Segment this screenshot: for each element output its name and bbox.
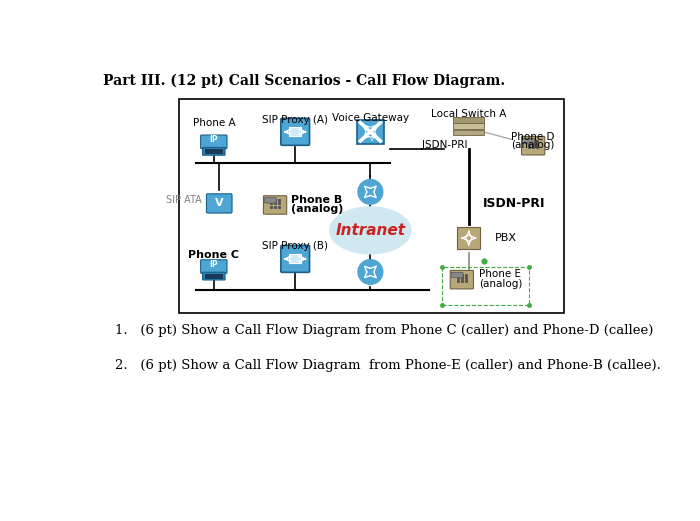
Text: Local Switch A: Local Switch A [431, 109, 507, 119]
FancyBboxPatch shape [202, 147, 225, 155]
Text: 1.   (6 pt) Show a Call Flow Diagram from Phone C (caller) and Phone-D (callee): 1. (6 pt) Show a Call Flow Diagram from … [115, 324, 653, 337]
FancyBboxPatch shape [265, 197, 277, 203]
Text: Part III. (12 pt) Call Scenarios - Call Flow Diagram.: Part III. (12 pt) Call Scenarios - Call … [103, 73, 505, 88]
Text: Intranet: Intranet [335, 223, 405, 238]
FancyBboxPatch shape [454, 117, 484, 122]
Text: SIP Proxy (B): SIP Proxy (B) [262, 241, 328, 251]
Text: V: V [215, 199, 223, 208]
FancyBboxPatch shape [454, 130, 484, 135]
Text: 2.   (6 pt) Show a Call Flow Diagram  from Phone-E (caller) and Phone-B (callee): 2. (6 pt) Show a Call Flow Diagram from … [115, 359, 661, 372]
FancyBboxPatch shape [450, 270, 473, 289]
FancyBboxPatch shape [452, 272, 463, 278]
Text: SIP ATA: SIP ATA [167, 194, 202, 205]
FancyBboxPatch shape [202, 272, 225, 280]
FancyBboxPatch shape [206, 194, 232, 213]
Circle shape [358, 180, 383, 204]
Text: SIP Proxy (A): SIP Proxy (A) [262, 115, 328, 125]
Text: Phone D: Phone D [512, 132, 555, 142]
FancyBboxPatch shape [289, 127, 302, 137]
Text: ISDN-PRI: ISDN-PRI [483, 197, 545, 210]
FancyBboxPatch shape [281, 245, 309, 272]
Text: (analog): (analog) [290, 204, 343, 214]
FancyBboxPatch shape [454, 123, 484, 129]
FancyBboxPatch shape [201, 260, 227, 274]
FancyBboxPatch shape [263, 196, 287, 214]
FancyBboxPatch shape [457, 227, 480, 249]
Circle shape [358, 259, 383, 284]
FancyBboxPatch shape [357, 119, 384, 144]
Ellipse shape [330, 207, 411, 254]
FancyBboxPatch shape [522, 137, 545, 155]
Text: v: v [370, 136, 374, 142]
Text: Voice Gateway: Voice Gateway [332, 113, 409, 122]
Text: IP: IP [209, 260, 218, 269]
Text: (analog): (analog) [512, 140, 555, 150]
FancyBboxPatch shape [281, 118, 309, 145]
Text: (analog): (analog) [479, 279, 522, 289]
FancyBboxPatch shape [204, 150, 223, 154]
FancyBboxPatch shape [201, 135, 227, 148]
FancyBboxPatch shape [289, 254, 302, 264]
Text: PBX: PBX [495, 233, 517, 243]
Text: Phone E: Phone E [479, 269, 521, 279]
FancyBboxPatch shape [523, 139, 534, 144]
Text: Phone A: Phone A [193, 118, 235, 128]
FancyBboxPatch shape [204, 274, 223, 279]
Text: ISDN-PRI: ISDN-PRI [422, 140, 468, 150]
Text: IP: IP [209, 135, 218, 144]
Text: Phone B: Phone B [290, 194, 342, 205]
Text: Phone C: Phone C [188, 250, 239, 259]
FancyBboxPatch shape [179, 100, 564, 313]
